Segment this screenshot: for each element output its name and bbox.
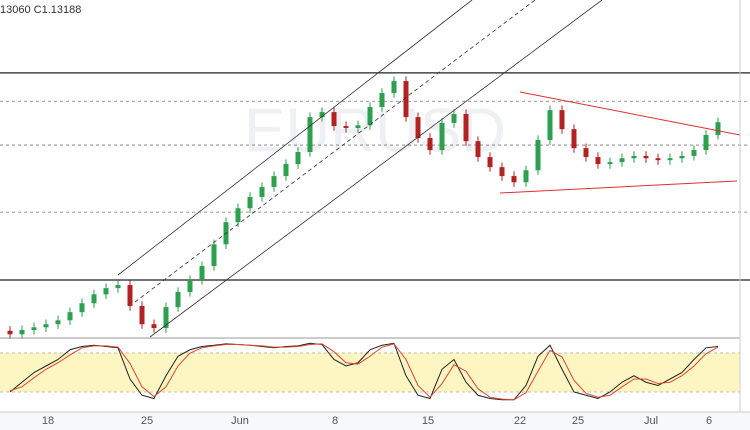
- candle-body: [607, 162, 613, 165]
- triangle-lower: [499, 180, 738, 194]
- candle-body: [199, 266, 205, 280]
- candle-body: [379, 93, 385, 108]
- candle-body: [583, 148, 589, 158]
- candle-body: [187, 279, 193, 293]
- candle-body: [679, 155, 685, 159]
- stochastic-band: [0, 353, 740, 392]
- candle-body: [367, 107, 373, 126]
- candle-body: [487, 157, 493, 168]
- candle-body: [439, 122, 445, 151]
- candle-body: [391, 81, 397, 94]
- candle-body: [7, 330, 13, 335]
- candle-body: [463, 114, 469, 142]
- candle-body: [535, 139, 541, 171]
- x-tick-label: 8: [332, 415, 338, 427]
- candle-body: [631, 155, 637, 159]
- ohlc-header: 13060 C1.13188: [0, 4, 81, 16]
- candle-body: [295, 152, 301, 165]
- x-tick-label: 25: [141, 415, 153, 427]
- candle-body: [55, 320, 61, 325]
- candle-body: [31, 327, 37, 331]
- candle-body: [655, 158, 661, 161]
- candle-body: [559, 110, 565, 130]
- x-tick-label: Jun: [231, 415, 249, 427]
- candle-body: [415, 117, 421, 139]
- candle-body: [547, 110, 553, 140]
- candle-body: [259, 186, 265, 198]
- candle-body: [307, 117, 313, 153]
- candle-body: [175, 292, 181, 308]
- candle-body: [427, 138, 433, 151]
- candle-body: [571, 129, 577, 149]
- candle-body: [127, 285, 133, 306]
- channel-upper: [117, 0, 473, 276]
- candle-body: [19, 330, 25, 335]
- stochastic-line: [9, 343, 719, 401]
- watermark: EURUSD: [244, 96, 506, 165]
- candle-body: [619, 158, 625, 163]
- candle-body: [499, 167, 505, 177]
- candle-body: [79, 303, 85, 313]
- candle-body: [91, 294, 97, 304]
- candle-body: [595, 157, 601, 165]
- x-tick-label: Jul: [644, 415, 658, 427]
- candle-body: [403, 81, 409, 118]
- drawings: [117, 0, 741, 338]
- candle-body: [163, 307, 169, 329]
- candle-body: [343, 126, 349, 128]
- stochastic-line: [9, 342, 719, 401]
- candle-body: [235, 208, 241, 223]
- candle-body: [67, 312, 73, 321]
- candle-body: [283, 164, 289, 177]
- stochastic-pane: [0, 342, 740, 401]
- price-pane: [0, 72, 750, 339]
- candle-body: [715, 122, 721, 135]
- candle-body: [115, 285, 121, 289]
- candle-body: [43, 324, 49, 328]
- candle-body: [703, 134, 709, 151]
- candle-body: [511, 176, 517, 183]
- candle-body: [691, 150, 697, 156]
- x-tick-label: 25: [572, 415, 584, 427]
- candle-body: [103, 288, 109, 295]
- x-tick-label: 6: [706, 415, 712, 427]
- x-tick-label: 22: [514, 415, 526, 427]
- x-tick-label: 15: [422, 415, 434, 427]
- candle-body: [643, 155, 649, 159]
- triangle-upper: [519, 91, 741, 136]
- candle-body: [331, 112, 337, 127]
- candle-body: [151, 324, 157, 329]
- candle-body: [523, 170, 529, 183]
- candle-body: [139, 305, 145, 325]
- channel-lower: [149, 0, 603, 338]
- candle-body: [475, 141, 481, 158]
- candle-body: [355, 125, 361, 128]
- candle-body: [667, 158, 673, 161]
- candle-body: [271, 176, 277, 187]
- x-axis: 18 25 Jun 8 15 22 25 Jul 6: [42, 415, 712, 427]
- time-axis: [0, 412, 750, 430]
- candle-body: [451, 114, 457, 123]
- candle-body: [247, 197, 253, 209]
- candle-body: [319, 112, 325, 118]
- candle-body: [211, 244, 217, 267]
- x-tick-label: 18: [42, 415, 54, 427]
